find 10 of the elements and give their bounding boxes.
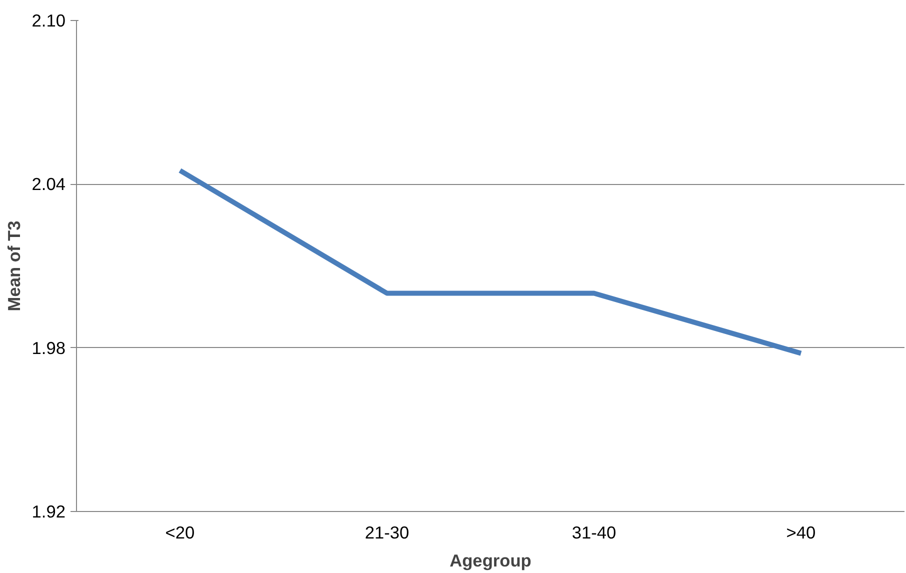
x-tick-label: 21-30 <box>364 522 410 542</box>
y-axis-title: Mean of T3 <box>4 220 24 312</box>
y-tick-label: 2.10 <box>32 10 66 30</box>
x-tick-label: <20 <box>165 522 195 542</box>
x-axis-title: Agegroup <box>450 550 532 570</box>
x-tick-label: >40 <box>786 522 816 542</box>
x-tick-label: 31-40 <box>572 522 616 542</box>
y-tick-label: 2.04 <box>32 174 66 194</box>
y-tick-label: 1.98 <box>32 338 66 358</box>
y-tick-label: 1.92 <box>32 502 66 522</box>
